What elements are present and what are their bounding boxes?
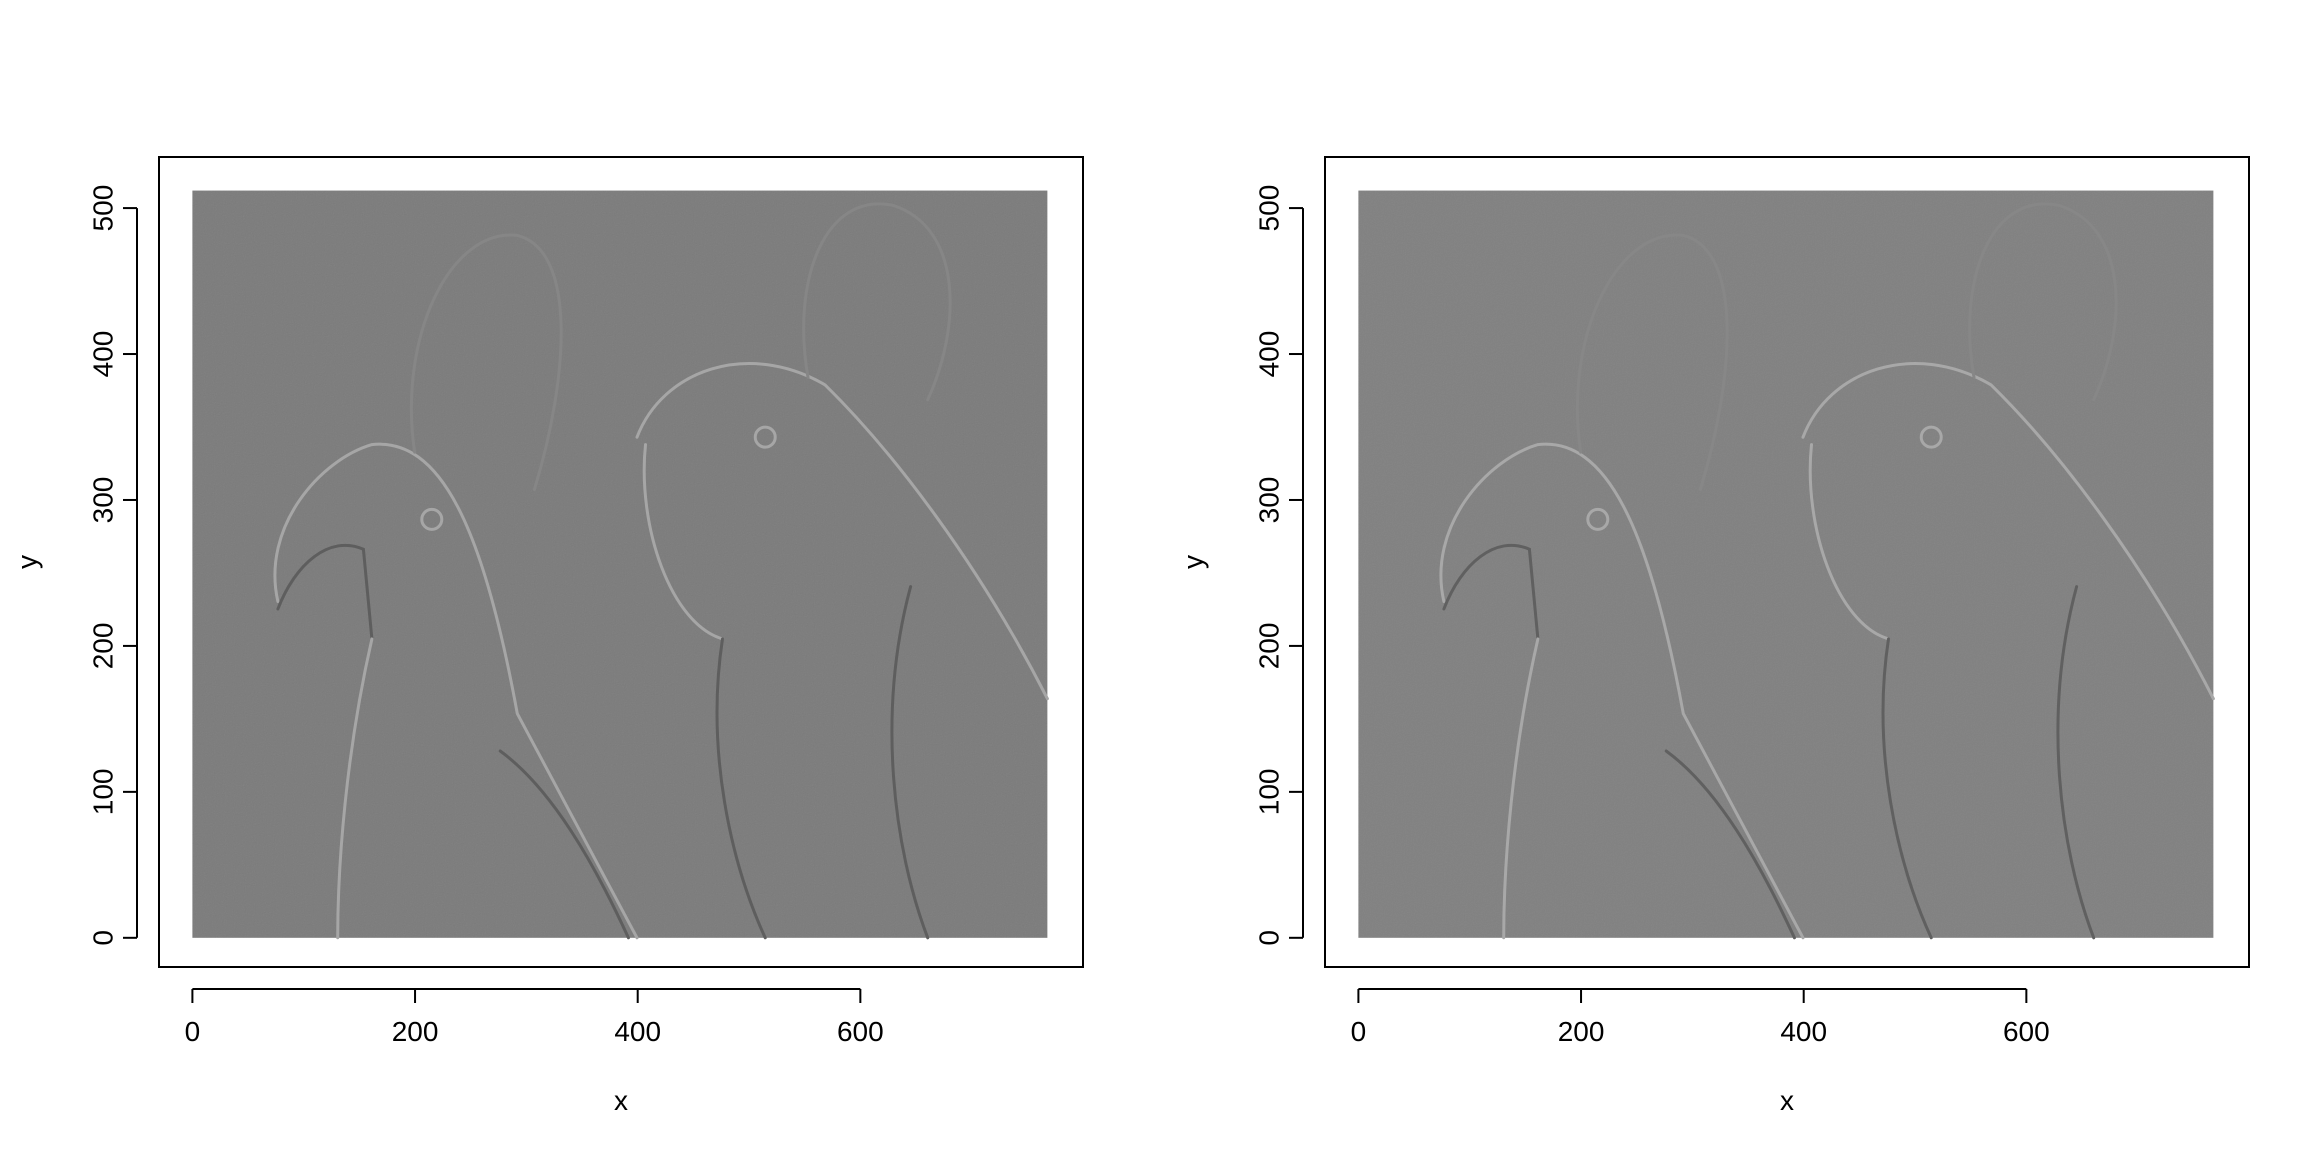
image-edge-stroke (1439, 442, 1805, 940)
image-edge-stroke (1801, 362, 2215, 701)
x-tick-label: 200 (1558, 1016, 1605, 1047)
y-tick-label: 300 (87, 477, 118, 524)
x-tick-label: 0 (185, 1016, 201, 1047)
y-tick-label: 200 (1253, 623, 1284, 670)
image-edge-stroke (635, 362, 1049, 701)
y-axis-label: y (1177, 555, 1208, 569)
image-edge-stroke (802, 202, 952, 402)
x-axis-label: x (614, 1085, 628, 1116)
image-edge-stroke (1808, 443, 1890, 641)
y-axis-label: y (11, 555, 42, 569)
image-edge-stroke (1502, 637, 1540, 940)
image-edge-stroke (409, 233, 563, 491)
y-tick-label: 400 (1253, 331, 1284, 378)
image-eye-ring (1919, 425, 1943, 449)
panel-2: 0 200 400 600 0 100 200 300 400 500 x y (1177, 156, 2250, 1116)
image-edge-stroke (2056, 585, 2096, 940)
y-tick-label: 100 (1253, 769, 1284, 816)
y-tick-label: 500 (1253, 185, 1284, 232)
image-eye-ring (420, 507, 444, 531)
y-tick-label: 0 (87, 930, 118, 946)
image-edge-stroke (715, 637, 767, 940)
y-tick-label: 300 (1253, 477, 1284, 524)
image-edge-stroke (1881, 637, 1933, 940)
image-eye-ring (1586, 507, 1610, 531)
image-edge-stroke (336, 637, 374, 940)
x-axis-label: x (1780, 1085, 1794, 1116)
plot-frame (158, 156, 1084, 968)
image-edge-stroke (890, 585, 930, 940)
image-edge-stroke (1664, 749, 1796, 940)
y-tick-label: 200 (87, 623, 118, 670)
x-tick-label: 400 (1780, 1016, 1827, 1047)
image-raster (1358, 190, 2215, 940)
y-tick-label: 100 (87, 769, 118, 816)
image-edge-stroke (1575, 233, 1729, 491)
image-edge-stroke (273, 442, 639, 940)
y-tick-label: 400 (87, 331, 118, 378)
x-tick-label: 200 (392, 1016, 439, 1047)
image-edge-stroke (642, 443, 724, 641)
image-edge-stroke (276, 543, 374, 641)
plot-frame (1324, 156, 2250, 968)
y-tick-label: 500 (87, 185, 118, 232)
x-tick-label: 400 (614, 1016, 661, 1047)
x-tick-label: 0 (1351, 1016, 1367, 1047)
panel-1: 0 200 400 600 0 100 200 300 400 500 x y (11, 156, 1084, 1116)
x-tick-label: 600 (837, 1016, 884, 1047)
image-raster (192, 190, 1049, 940)
image-edge-stroke (498, 749, 630, 940)
image-eye-ring (753, 425, 777, 449)
x-tick-label: 600 (2003, 1016, 2050, 1047)
image-edge-stroke (1442, 543, 1540, 641)
y-tick-label: 0 (1253, 930, 1284, 946)
image-edge-stroke (1968, 202, 2118, 402)
